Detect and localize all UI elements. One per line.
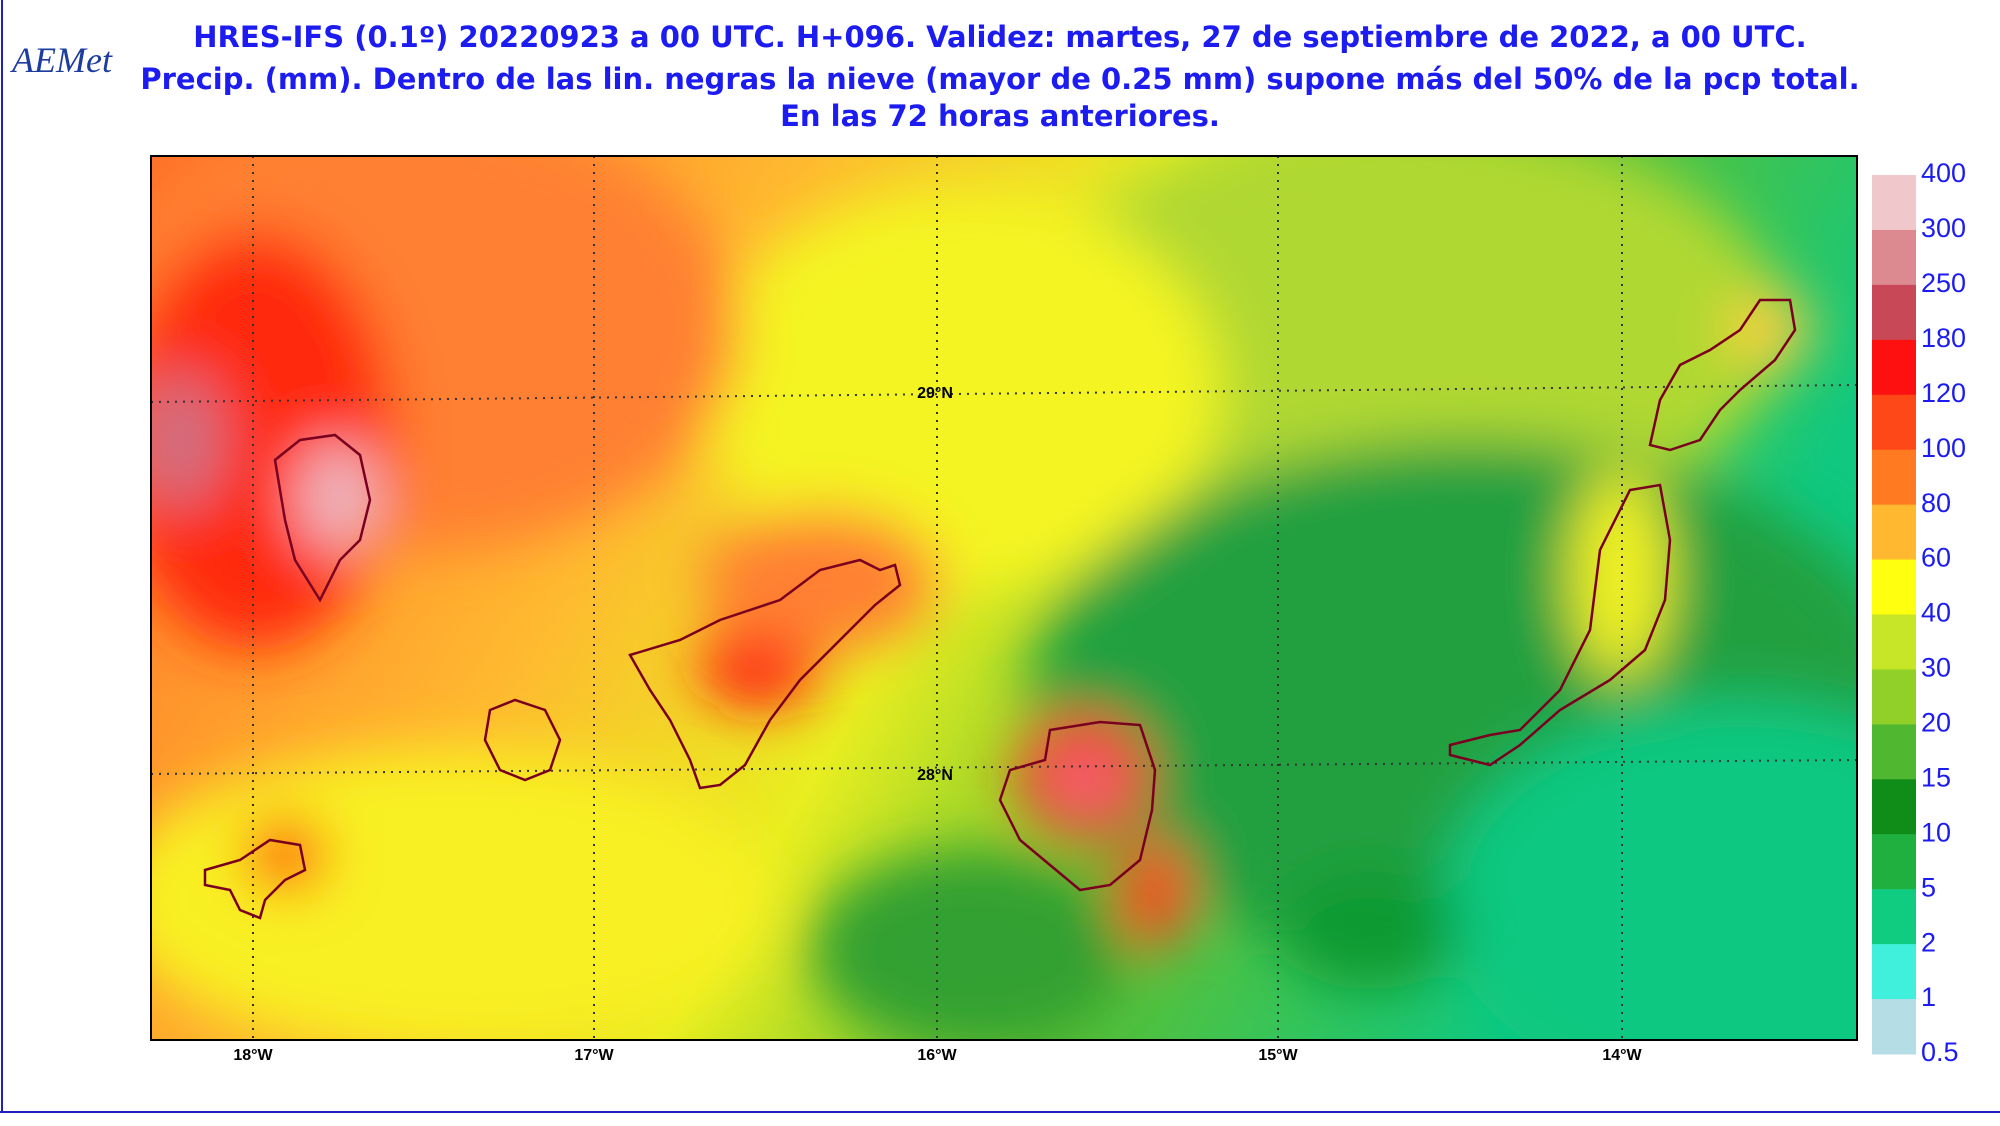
legend-level: 10 <box>1921 817 1951 847</box>
legend-swatch <box>1872 724 1916 780</box>
legend-level: 400 <box>1921 158 1966 188</box>
lon-label: 16°W <box>917 1047 957 1064</box>
legend-level: 120 <box>1921 378 1966 408</box>
lon-label: 18°W <box>233 1047 273 1064</box>
axis-labels: 18°W 17°W 16°W 15°W 14°W 29°N 28°N <box>233 385 1642 1064</box>
legend-swatch <box>1872 614 1916 670</box>
legend-swatch <box>1872 669 1916 725</box>
title-line: En las 72 horas anteriores. <box>780 99 1220 133</box>
legend-swatch <box>1872 175 1916 231</box>
lon-label: 15°W <box>1258 1047 1298 1064</box>
map-frame <box>150 155 1858 1041</box>
legend-swatch <box>1872 889 1916 945</box>
lon-label: 17°W <box>574 1047 614 1064</box>
lat-label: 29°N <box>917 385 953 402</box>
title-line: HRES-IFS (0.1º) 20220923 a 00 UTC. H+096… <box>193 20 1806 54</box>
precip-field <box>151 156 1857 1040</box>
legend-level: 2 <box>1921 927 1936 957</box>
legend-swatch <box>1872 284 1916 341</box>
lat-label: 28°N <box>917 767 953 784</box>
legend-swatch <box>1872 449 1916 506</box>
legend-level: 100 <box>1921 433 1966 463</box>
legend-swatch <box>1872 559 1916 615</box>
legend-level: 1 <box>1921 982 1936 1012</box>
legend-level: 40 <box>1921 598 1951 628</box>
legend-swatch <box>1872 999 1916 1055</box>
grid <box>150 156 1858 1040</box>
legend-swatch <box>1872 339 1916 396</box>
islands <box>203 298 1797 920</box>
legend-swatch <box>1872 834 1916 890</box>
legend-level: 80 <box>1921 488 1951 518</box>
lon-label: 14°W <box>1602 1047 1642 1064</box>
legend-level: 250 <box>1921 268 1966 298</box>
legend-level: 60 <box>1921 543 1951 573</box>
legend-level: 5 <box>1921 872 1936 902</box>
logo: AEMet <box>10 40 113 80</box>
legend-swatch <box>1872 394 1916 451</box>
legend-level: 180 <box>1921 323 1966 353</box>
legend-swatch <box>1872 944 1916 1000</box>
legend-level: 15 <box>1921 762 1951 792</box>
legend-level: 0.5 <box>1921 1037 1959 1067</box>
title-line: Precip. (mm). Dentro de las lin. negras … <box>140 62 1859 96</box>
legend-swatch <box>1872 229 1916 286</box>
legend-level: 20 <box>1921 708 1951 738</box>
legend-level: 30 <box>1921 653 1951 683</box>
legend-swatch <box>1872 504 1916 561</box>
legend: 400 300 250 180 120 100 80 60 40 30 20 15 10 5 2 1 0.5 <box>1872 158 1966 1067</box>
legend-level: 300 <box>1921 213 1966 243</box>
legend-swatch <box>1872 779 1916 835</box>
